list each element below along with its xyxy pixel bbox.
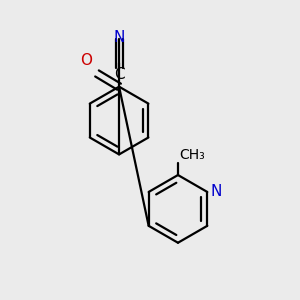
Text: N: N [211, 184, 222, 200]
Text: O: O [80, 53, 92, 68]
Text: N: N [113, 31, 125, 46]
Text: C: C [114, 67, 124, 82]
Text: CH₃: CH₃ [179, 148, 205, 162]
